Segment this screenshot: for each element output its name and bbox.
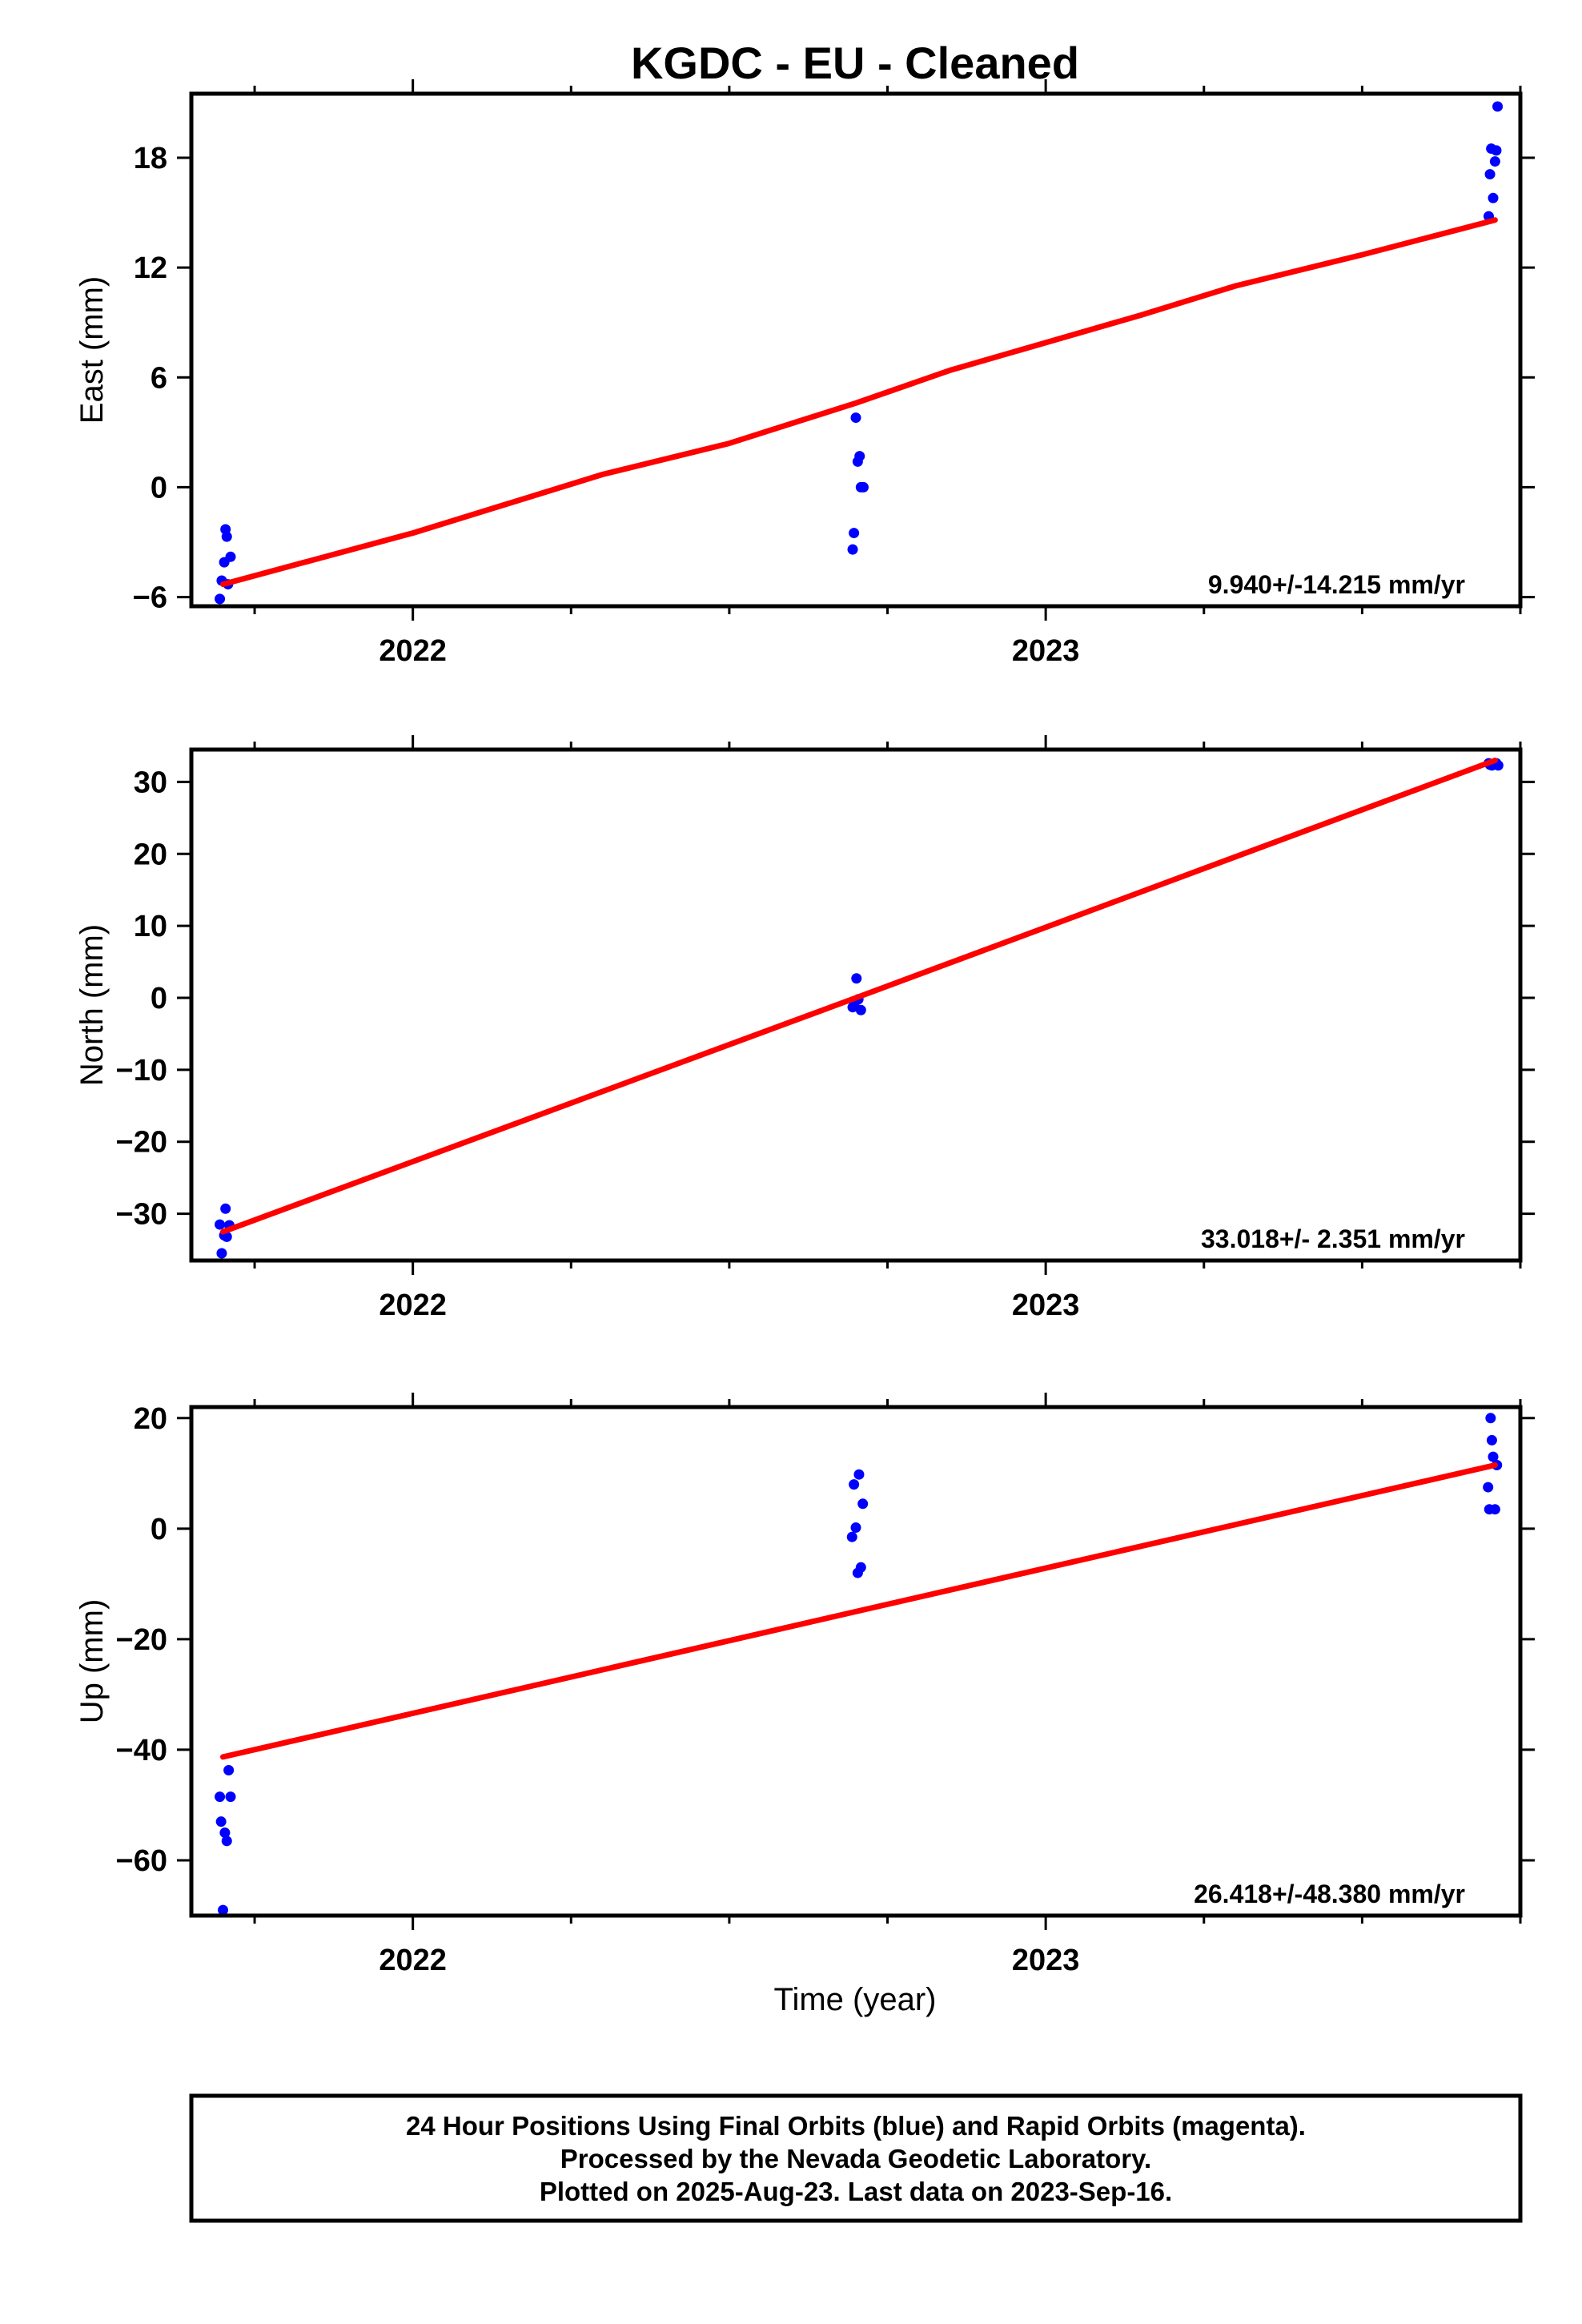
panel-east: 2022 2023 −6 0 6 12 18 East (mm) 9.940+/-14.215 …: [74, 79, 1535, 668]
p2-data-point: [1485, 1413, 1496, 1424]
p0-data-point: [221, 531, 232, 542]
p2-y-tick-label: −60: [116, 1844, 167, 1878]
p2-plot-frame: [189, 1405, 1523, 1918]
p2-data-point: [849, 1479, 860, 1490]
p1-y-tick-label: 20: [134, 838, 167, 871]
p0-data-point: [854, 451, 865, 462]
p1-rate-label: 33.018+/- 2.351 mm/yr: [1201, 1224, 1465, 1253]
p2-y-tick-label: −20: [116, 1623, 167, 1657]
p0-x-tick-label: 2023: [1012, 634, 1080, 668]
p0-data-point: [857, 481, 869, 493]
p1-y-tick-label: 0: [151, 982, 167, 1015]
p0-data-point: [850, 412, 861, 424]
p0-y-tick-label: 0: [151, 471, 167, 505]
x-axis-label: Time (year): [774, 1982, 937, 2017]
p1-fit-line: [220, 758, 1498, 1235]
p0-y-tick-label: 12: [134, 251, 167, 285]
p0-x-tick-label: 2022: [379, 634, 447, 668]
p0-data-point: [1488, 192, 1499, 203]
p2-data-point: [219, 1827, 231, 1838]
footer-line-2: Processed by the Nevada Geodetic Laborat…: [560, 2144, 1151, 2173]
p2-data-point: [218, 1904, 229, 1916]
p2-data-point: [1483, 1482, 1494, 1493]
p0-y-tick-label: 6: [151, 361, 167, 395]
p0-data-point: [1489, 156, 1500, 167]
p0-data-point: [849, 528, 860, 539]
p2-data-point: [853, 1469, 865, 1480]
p0-data-point: [1491, 145, 1502, 156]
p0-data-point: [1492, 101, 1504, 112]
panel-north: 2022 2023 −30 −20 −10 0 10 20 30 North (mm) 33.018…: [74, 735, 1535, 1322]
p2-data-point: [225, 1791, 236, 1803]
p0-data-point: [225, 551, 236, 562]
p1-y-tick-label: −30: [116, 1198, 167, 1232]
p2-data-point: [1486, 1434, 1497, 1445]
p1-y-tick-label: −20: [116, 1126, 167, 1160]
p2-fit-line: [220, 1462, 1498, 1760]
p2-x-tick-label: 2023: [1012, 1944, 1080, 1977]
panel-up: 2022 2023 −60 −40 −20 0 20 Up (mm) 26.418+/-48.3…: [74, 1393, 1535, 1977]
p1-data-point: [851, 973, 862, 984]
p1-x-tick-label: 2022: [379, 1289, 447, 1322]
p2-data-point: [1489, 1504, 1500, 1515]
p1-x-tick-label: 2023: [1012, 1289, 1080, 1322]
p1-y-axis-label: North (mm): [74, 924, 110, 1086]
p1-data-point: [220, 1203, 231, 1214]
p2-data-point: [857, 1498, 869, 1510]
footer-line-3: Plotted on 2025-Aug-23. Last data on 202…: [540, 2177, 1172, 2206]
footer-box: 24 Hour Positions Using Final Orbits (bl…: [189, 2093, 1523, 2223]
p0-rate-label: 9.940+/-14.215 mm/yr: [1208, 570, 1465, 599]
p2-data-point: [850, 1522, 861, 1533]
p1-y-tick-label: 30: [134, 766, 167, 799]
footer-line-1: 24 Hour Positions Using Final Orbits (bl…: [406, 2111, 1306, 2141]
p2-y-tick-label: −40: [116, 1734, 167, 1767]
p0-y-axis-label: East (mm): [74, 276, 110, 424]
p1-data-point: [215, 1219, 226, 1230]
p1-y-tick-label: −10: [116, 1054, 167, 1088]
p2-data-point: [221, 1835, 232, 1847]
p0-fit-line: [220, 217, 1498, 588]
p1-y-tick-label: 10: [134, 910, 167, 943]
p1-data-point: [855, 1004, 866, 1015]
p1-plot-frame: [189, 747, 1523, 1263]
p0-y-tick-label: 18: [134, 142, 167, 175]
p2-data-point: [855, 1562, 866, 1573]
p2-rate-label: 26.418+/-48.380 mm/yr: [1194, 1880, 1465, 1908]
p2-data-point: [215, 1791, 226, 1803]
p0-data-point: [1484, 169, 1496, 180]
p0-plot-frame: [189, 91, 1523, 609]
p2-data-point: [846, 1531, 857, 1542]
p0-y-tick-label: −6: [133, 581, 167, 615]
p2-data-point: [1488, 1451, 1499, 1462]
figure-title: KGDC - EU - Cleaned: [631, 38, 1079, 88]
footer-frame: [189, 2093, 1523, 2223]
p2-data-point: [215, 1816, 227, 1827]
p1-data-point: [216, 1248, 227, 1259]
p2-y-tick-label: 20: [134, 1402, 167, 1436]
p0-data-point: [847, 544, 858, 555]
p2-y-tick-label: 0: [151, 1513, 167, 1546]
p2-y-axis-label: Up (mm): [74, 1599, 110, 1724]
p2-x-tick-label: 2022: [379, 1944, 447, 1977]
p0-data-point: [215, 593, 226, 605]
p2-data-point: [223, 1764, 235, 1775]
